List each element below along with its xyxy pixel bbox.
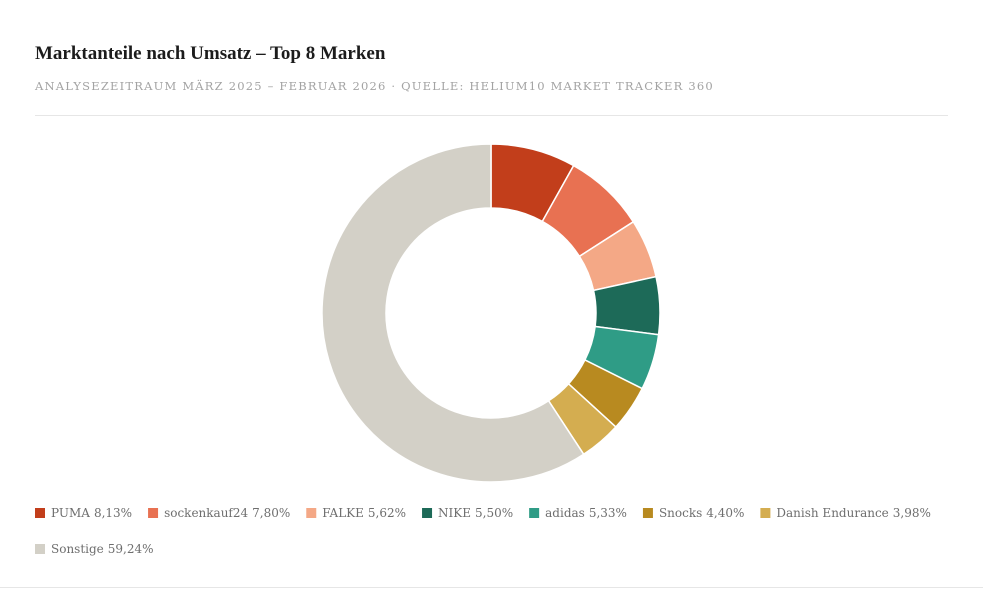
legend-swatch — [760, 508, 771, 518]
legend-swatch — [148, 508, 159, 518]
legend-value: 5,62% — [368, 506, 406, 520]
slice — [321, 143, 585, 483]
legend-label: PUMA 8,13% — [51, 506, 132, 520]
legend-item: sockenkauf24 7,80% — [148, 506, 290, 520]
legend-label: Sonstige 59,24% — [51, 542, 154, 556]
legend-name: sockenkauf24 — [164, 506, 248, 520]
legend-item: Danish Endurance 3,98% — [760, 506, 931, 520]
legend-item: PUMA 8,13% — [35, 506, 132, 520]
legend-label: Snocks 4,40% — [659, 506, 744, 520]
legend-name: adidas — [545, 506, 585, 520]
legend-value: 59,24% — [108, 542, 154, 556]
legend-value: 5,33% — [589, 506, 627, 520]
legend-name: NIKE — [438, 506, 471, 520]
legend-label: NIKE 5,50% — [438, 506, 513, 520]
chart-subtitle: Analysezeitraum März 2025 – Februar 2026… — [34, 79, 714, 93]
legend-name: PUMA — [51, 506, 90, 520]
legend-label: adidas 5,33% — [545, 506, 627, 520]
legend-swatch — [529, 508, 540, 518]
legend-name: FALKE — [322, 506, 364, 520]
chart-title: Marktanteile nach Umsatz – Top 8 Marken — [35, 43, 386, 64]
legend-item: NIKE 5,50% — [422, 506, 513, 520]
legend-label: FALKE 5,62% — [322, 506, 406, 520]
legend-swatch — [642, 508, 653, 518]
legend-item: adidas 5,33% — [529, 506, 627, 520]
legend-label: Danish Endurance 3,98% — [776, 506, 931, 520]
legend-name: Danish Endurance — [776, 506, 888, 520]
legend-value: 3,98% — [893, 506, 931, 520]
legend-value: 5,50% — [475, 506, 513, 520]
legend-item: FALKE 5,62% — [306, 506, 406, 520]
legend-label: sockenkauf24 7,80% — [164, 506, 290, 520]
legend-swatch — [35, 544, 45, 554]
legend-swatch — [306, 508, 317, 518]
legend-value: 7,80% — [252, 506, 290, 520]
legend-value: 8,13% — [94, 506, 132, 520]
legend-name: Snocks — [659, 506, 702, 520]
legend-swatch — [422, 508, 433, 518]
legend-swatch — [35, 508, 45, 518]
legend-name: Sonstige — [51, 542, 104, 556]
legend-value: 4,40% — [706, 506, 744, 520]
legend-item: Sonstige 59,24% — [35, 542, 154, 556]
legend-item: Snocks 4,40% — [642, 506, 744, 520]
